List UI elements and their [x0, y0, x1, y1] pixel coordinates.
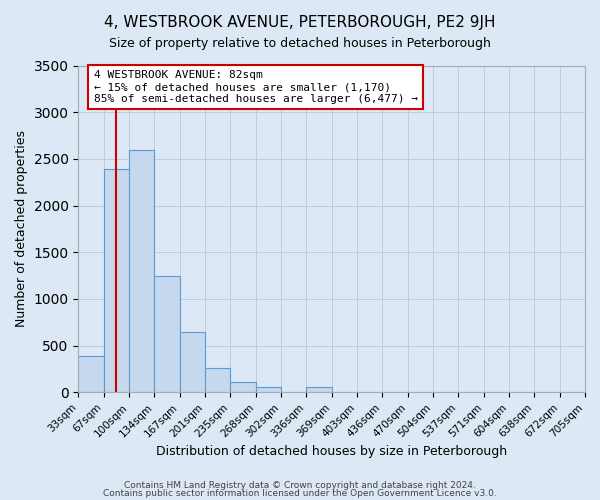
- Bar: [205, 368, 230, 392]
- Bar: [256, 387, 281, 392]
- Text: Contains public sector information licensed under the Open Government Licence v3: Contains public sector information licen…: [103, 489, 497, 498]
- Text: 4, WESTBROOK AVENUE, PETERBOROUGH, PE2 9JH: 4, WESTBROOK AVENUE, PETERBOROUGH, PE2 9…: [104, 15, 496, 30]
- Y-axis label: Number of detached properties: Number of detached properties: [15, 130, 28, 328]
- X-axis label: Distribution of detached houses by size in Peterborough: Distribution of detached houses by size …: [156, 444, 507, 458]
- Text: Size of property relative to detached houses in Peterborough: Size of property relative to detached ho…: [109, 38, 491, 51]
- Bar: [79, 356, 104, 393]
- Bar: [154, 276, 180, 392]
- Text: Contains HM Land Registry data © Crown copyright and database right 2024.: Contains HM Land Registry data © Crown c…: [124, 480, 476, 490]
- Bar: [180, 332, 205, 392]
- Bar: [129, 150, 154, 392]
- Text: 4 WESTBROOK AVENUE: 82sqm
← 15% of detached houses are smaller (1,170)
85% of se: 4 WESTBROOK AVENUE: 82sqm ← 15% of detac…: [94, 70, 418, 104]
- Bar: [307, 387, 332, 392]
- Bar: [230, 382, 256, 392]
- Bar: [104, 169, 129, 392]
